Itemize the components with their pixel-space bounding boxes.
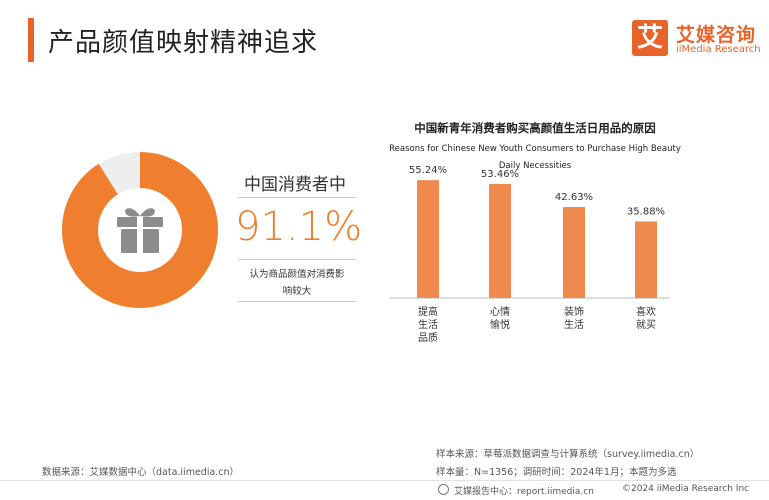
bar [635,221,657,298]
category-label-line: 就买 [636,318,656,331]
logo-name-en: iiMedia Research [676,44,761,55]
sample-source: 样本来源：草莓派数据调查与计算系统（survey.iimedia.cn） [436,449,700,460]
category-label: 装饰生活 [564,305,584,331]
bar-value-label: 53.46% [481,169,519,180]
logo-mark-icon: 艾 [632,20,668,56]
category-label-line: 生活 [418,318,438,331]
footer-divider [0,480,769,481]
bar-value-label: 55.24% [409,165,447,176]
stat-value: 91.1% [235,204,363,250]
category-label-line: 生活 [564,318,584,331]
category-label-line: 装饰 [564,305,584,318]
divider-line [238,301,356,302]
category-label-line: 提高 [418,305,438,318]
copyright: ©2024 iiMedia Research Inc [622,484,750,494]
donut-value-arc [62,152,218,308]
gift-icon [117,208,163,253]
bar [563,207,585,298]
globe-icon [438,484,449,495]
logo-name-cn: 艾媒咨询 [676,24,757,46]
chart-subtitle-en: Daily Necessities [499,161,572,171]
data-source: 数据来源：艾媒数据中心（data.iimedia.cn） [42,467,240,478]
bar [417,180,439,298]
category-label: 提高生活品质 [418,305,438,344]
chart-title: 中国新青年消费者购买高颜值生活日用品的原因 [414,121,656,135]
title-accent-bar [28,18,34,62]
stat-description: 认为商品颜值对消费影 响较大 [234,266,360,300]
bar-chart: 中国新青年消费者购买高颜值生活日用品的原因 Reasons for Chines… [389,121,681,344]
bar-group: 55.24%提高生活品质53.46%心情愉悦42.63%装饰生活35.88%喜欢… [409,165,665,344]
category-label: 喜欢就买 [636,305,656,331]
brand-logo: 艾 艾媒咨询 iiMedia Research [632,20,762,60]
donut-chart [62,152,218,308]
stat-description-line: 响较大 [282,286,312,297]
category-label-line: 心情 [490,305,510,318]
category-label: 心情愉悦 [490,305,510,331]
bar-value-label: 42.63% [555,192,593,203]
category-label-line: 品质 [418,332,438,344]
stat-description-line: 认为商品颜值对消费影 [249,269,345,280]
divider-line [238,259,356,260]
sample-info: 样本量：N=1356；调研时间：2024年1月；本题为多选 [436,467,677,478]
bar-value-label: 35.88% [627,206,665,217]
report-center-link[interactable]: 艾媒报告中心：report.iimedia.cn [454,487,594,497]
category-label-line: 愉悦 [490,318,510,331]
divider-line [238,197,356,198]
category-label-line: 喜欢 [636,305,656,318]
chart-subtitle-en: Reasons for Chinese New Youth Consumers … [389,144,681,154]
bar [489,183,511,298]
page-title: 产品颜值映射精神追求 [48,28,319,58]
stat-label: 中国消费者中 [244,175,346,195]
